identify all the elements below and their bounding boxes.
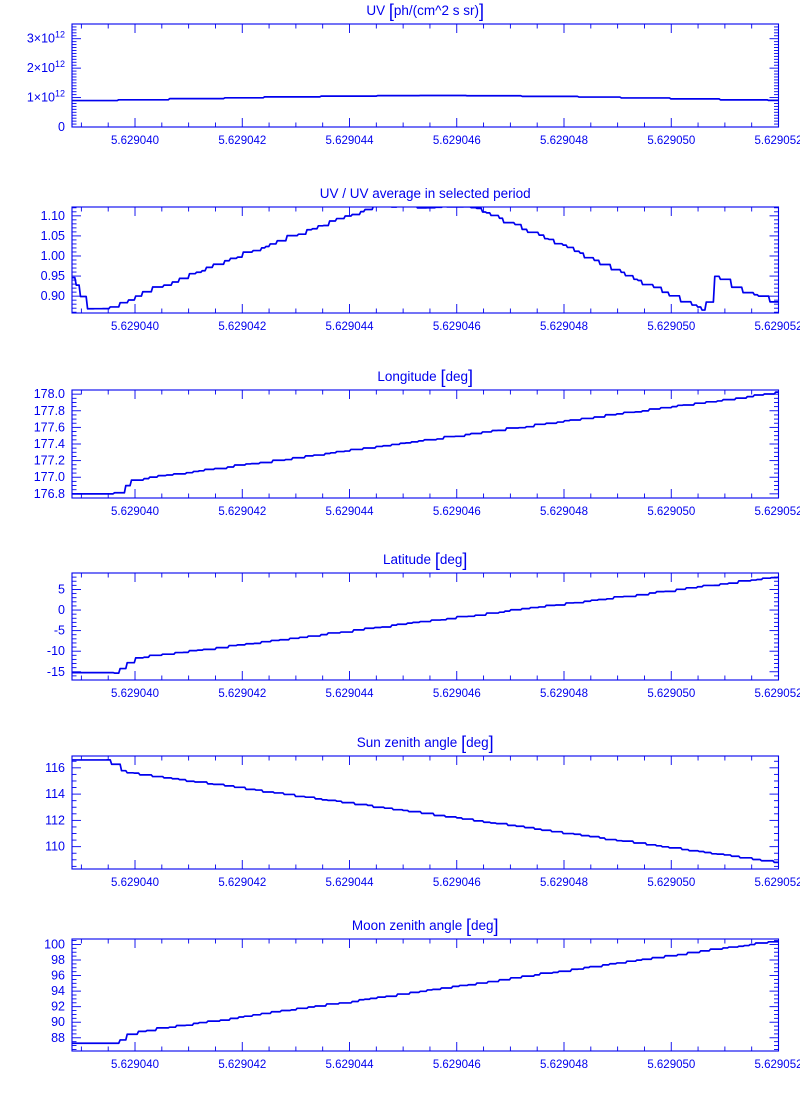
svg-text:5.629044: 5.629044 [326, 506, 375, 518]
svg-text:0.90: 0.90 [41, 289, 65, 303]
svg-text:1.10: 1.10 [41, 209, 65, 223]
svg-text:5.629052: 5.629052 [755, 1059, 800, 1071]
svg-text:5.629040: 5.629040 [111, 506, 159, 518]
svg-text:5.629046: 5.629046 [433, 135, 481, 147]
svg-text:5.629044: 5.629044 [326, 877, 375, 889]
svg-text:0: 0 [58, 603, 65, 617]
svg-text:100: 100 [44, 937, 65, 951]
svg-text:98: 98 [51, 953, 65, 967]
svg-text:5.629048: 5.629048 [540, 1059, 588, 1071]
svg-text:1.00: 1.00 [41, 249, 65, 263]
svg-text:92: 92 [51, 1000, 65, 1014]
svg-text:116: 116 [45, 761, 65, 775]
svg-text:5.629040: 5.629040 [111, 877, 159, 889]
svg-text:177.6: 177.6 [34, 420, 65, 434]
svg-text:5.629052: 5.629052 [755, 321, 800, 333]
svg-text:5.629042: 5.629042 [218, 1059, 266, 1071]
svg-text:5.629046: 5.629046 [433, 688, 481, 700]
svg-text:0.95: 0.95 [41, 269, 65, 283]
svg-text:5.629040: 5.629040 [111, 135, 159, 147]
svg-text:94: 94 [51, 984, 65, 998]
svg-text:UV / UV average in selected pe: UV / UV average in selected period [320, 186, 531, 201]
svg-text:5.629050: 5.629050 [647, 1059, 695, 1071]
svg-text:177.2: 177.2 [34, 454, 65, 468]
svg-text:5.629050: 5.629050 [647, 688, 695, 700]
svg-text:178.0: 178.0 [34, 387, 65, 401]
svg-text:5.629044: 5.629044 [326, 135, 375, 147]
svg-text:5: 5 [58, 582, 65, 596]
svg-text:5.629048: 5.629048 [540, 321, 588, 333]
svg-text:5.629046: 5.629046 [433, 321, 481, 333]
svg-text:5.629040: 5.629040 [111, 688, 159, 700]
svg-text:5.629052: 5.629052 [755, 688, 800, 700]
svg-text:-15: -15 [47, 665, 65, 679]
svg-text:5.629046: 5.629046 [433, 877, 481, 889]
svg-text:5.629048: 5.629048 [540, 877, 588, 889]
svg-text:5.629044: 5.629044 [326, 1059, 375, 1071]
svg-text:5.629048: 5.629048 [540, 135, 588, 147]
svg-text:0: 0 [58, 120, 65, 134]
svg-text:-10: -10 [47, 644, 65, 658]
svg-text:90: 90 [51, 1015, 65, 1029]
svg-text:-5: -5 [54, 624, 65, 638]
svg-text:5.629042: 5.629042 [218, 135, 266, 147]
svg-text:177.8: 177.8 [34, 404, 65, 418]
svg-text:176.8: 176.8 [34, 487, 65, 501]
svg-text:5.629040: 5.629040 [111, 321, 159, 333]
svg-text:5.629044: 5.629044 [326, 688, 375, 700]
svg-text:114: 114 [45, 787, 65, 801]
svg-text:5.629052: 5.629052 [755, 506, 800, 518]
svg-text:5.629046: 5.629046 [433, 506, 481, 518]
svg-text:5.629042: 5.629042 [218, 321, 266, 333]
svg-text:5.629042: 5.629042 [218, 877, 266, 889]
svg-text:5.629042: 5.629042 [218, 506, 266, 518]
svg-text:5.629046: 5.629046 [433, 1059, 481, 1071]
svg-text:5.629044: 5.629044 [326, 321, 375, 333]
svg-text:5.629048: 5.629048 [540, 688, 588, 700]
svg-text:5.629050: 5.629050 [647, 506, 695, 518]
svg-text:112: 112 [45, 813, 65, 827]
svg-text:5.629052: 5.629052 [755, 135, 800, 147]
svg-text:5.629050: 5.629050 [647, 877, 695, 889]
svg-text:5.629040: 5.629040 [111, 1059, 159, 1071]
svg-text:5.629050: 5.629050 [647, 135, 695, 147]
svg-text:5.629052: 5.629052 [755, 877, 800, 889]
svg-text:1.05: 1.05 [41, 229, 65, 243]
svg-text:5.629048: 5.629048 [540, 506, 588, 518]
svg-text:177.0: 177.0 [34, 470, 65, 484]
svg-text:5.629050: 5.629050 [647, 321, 695, 333]
svg-text:110: 110 [45, 840, 65, 854]
svg-text:5.629042: 5.629042 [218, 688, 266, 700]
svg-text:96: 96 [51, 969, 65, 983]
svg-text:88: 88 [51, 1031, 65, 1045]
svg-text:177.4: 177.4 [34, 437, 65, 451]
